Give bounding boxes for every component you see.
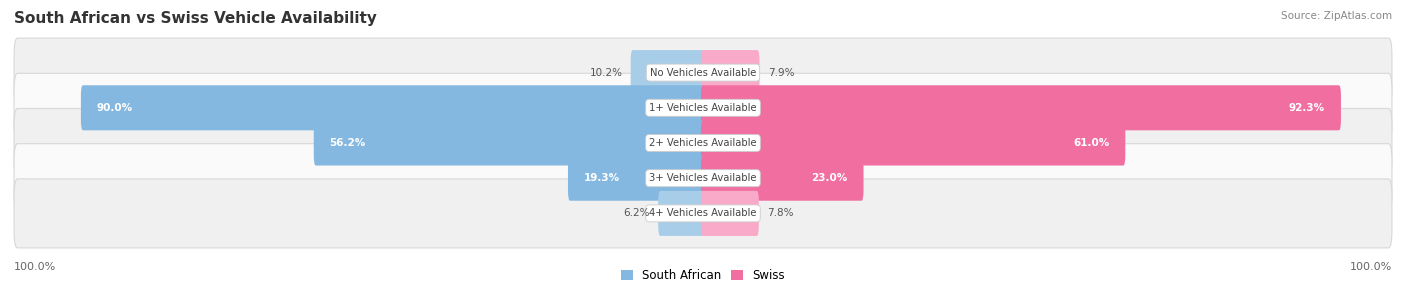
Text: 7.9%: 7.9% bbox=[768, 67, 794, 78]
Text: 3+ Vehicles Available: 3+ Vehicles Available bbox=[650, 173, 756, 183]
FancyBboxPatch shape bbox=[82, 85, 704, 130]
FancyBboxPatch shape bbox=[631, 50, 704, 95]
Text: 4+ Vehicles Available: 4+ Vehicles Available bbox=[650, 208, 756, 219]
FancyBboxPatch shape bbox=[702, 156, 863, 201]
Text: 100.0%: 100.0% bbox=[14, 262, 56, 272]
Text: South African vs Swiss Vehicle Availability: South African vs Swiss Vehicle Availabil… bbox=[14, 11, 377, 26]
FancyBboxPatch shape bbox=[14, 179, 1392, 248]
FancyBboxPatch shape bbox=[568, 156, 704, 201]
Text: 92.3%: 92.3% bbox=[1289, 103, 1324, 113]
Text: 10.2%: 10.2% bbox=[589, 67, 623, 78]
FancyBboxPatch shape bbox=[702, 120, 1125, 166]
FancyBboxPatch shape bbox=[14, 38, 1392, 107]
Text: 7.8%: 7.8% bbox=[768, 208, 793, 219]
Legend: South African, Swiss: South African, Swiss bbox=[616, 265, 790, 286]
Text: 100.0%: 100.0% bbox=[1350, 262, 1392, 272]
FancyBboxPatch shape bbox=[14, 108, 1392, 178]
FancyBboxPatch shape bbox=[702, 191, 759, 236]
Text: 6.2%: 6.2% bbox=[623, 208, 650, 219]
Text: No Vehicles Available: No Vehicles Available bbox=[650, 67, 756, 78]
Text: 90.0%: 90.0% bbox=[97, 103, 132, 113]
FancyBboxPatch shape bbox=[702, 50, 759, 95]
Text: 1+ Vehicles Available: 1+ Vehicles Available bbox=[650, 103, 756, 113]
Text: 19.3%: 19.3% bbox=[583, 173, 620, 183]
Text: 2+ Vehicles Available: 2+ Vehicles Available bbox=[650, 138, 756, 148]
FancyBboxPatch shape bbox=[14, 73, 1392, 142]
Text: Source: ZipAtlas.com: Source: ZipAtlas.com bbox=[1281, 11, 1392, 21]
FancyBboxPatch shape bbox=[314, 120, 704, 166]
Text: 61.0%: 61.0% bbox=[1073, 138, 1109, 148]
FancyBboxPatch shape bbox=[14, 144, 1392, 213]
FancyBboxPatch shape bbox=[658, 191, 704, 236]
FancyBboxPatch shape bbox=[702, 85, 1341, 130]
Text: 23.0%: 23.0% bbox=[811, 173, 848, 183]
Text: 56.2%: 56.2% bbox=[329, 138, 366, 148]
